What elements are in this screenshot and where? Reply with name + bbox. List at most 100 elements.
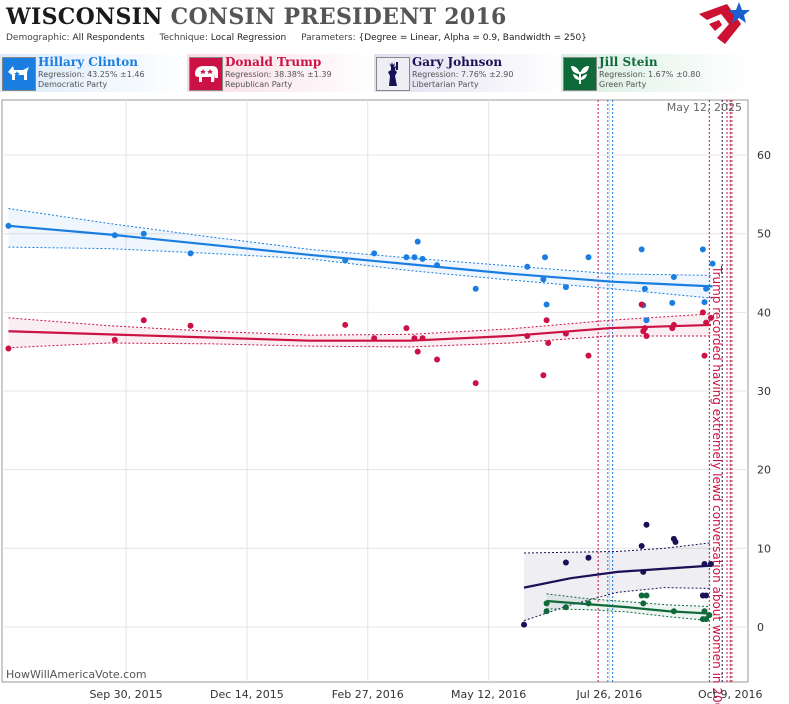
- poll-point: [707, 561, 714, 568]
- x-tick-label: Sep 30, 2015: [89, 688, 162, 701]
- poll-point: [414, 238, 421, 245]
- poll-point: [111, 336, 118, 343]
- poll-point: [187, 250, 194, 257]
- confidence-band: [524, 542, 711, 621]
- poll-point: [371, 335, 378, 342]
- candidate-name: Hillary Clinton: [38, 55, 138, 69]
- liberty-statue-icon: [376, 57, 410, 91]
- poll-point: [585, 600, 592, 607]
- trend-line: [8, 323, 711, 342]
- poll-point: [434, 356, 441, 363]
- candidate-party: Republican Party: [225, 80, 293, 89]
- poll-point: [643, 592, 650, 599]
- event-annotation: Trump recorded having extremely lewd con…: [710, 265, 724, 704]
- poll-point: [703, 319, 710, 326]
- poll-point: [585, 254, 592, 261]
- poll-point: [541, 254, 548, 261]
- poll-point: [562, 284, 569, 291]
- poll-point: [187, 322, 194, 329]
- demographic-value: All Respondents: [72, 33, 145, 43]
- poll-point: [641, 325, 648, 332]
- poll-point: [140, 230, 147, 237]
- page-title: WISCONSIN CONSIN PRESIDENT 2016: [6, 4, 507, 30]
- poll-point: [419, 335, 426, 342]
- trend-line: [8, 224, 713, 288]
- data-points: [5, 222, 716, 628]
- x-tick-label: Dec 14, 2015: [210, 688, 284, 701]
- poll-point: [638, 542, 645, 549]
- poll-point: [669, 299, 676, 306]
- poll-point: [562, 604, 569, 611]
- candidate-legend: Hillary Clinton Regression: 43.25% ±1.46…: [0, 54, 789, 94]
- parameters-line: Demographic: All Respondents Technique: …: [6, 33, 587, 43]
- candidate-party: Democratic Party: [38, 80, 108, 89]
- confidence-upper: [546, 593, 710, 607]
- poll-point: [640, 568, 647, 575]
- title-rest: CONSIN PRESIDENT 2016: [170, 4, 507, 30]
- poll-point: [643, 521, 650, 528]
- candidate-regression: Regression: 7.76% ±2.90: [412, 70, 514, 79]
- poll-point: [543, 301, 550, 308]
- poll-point: [540, 372, 547, 379]
- candidate-card-trump[interactable]: Donald Trump Regression: 38.38% ±1.39 Re…: [187, 54, 375, 92]
- poll-point: [672, 539, 679, 546]
- grid: [2, 100, 748, 682]
- x-tick-label: Jul 26, 2016: [576, 688, 643, 701]
- technique-label: Technique:: [159, 33, 208, 43]
- poll-point: [540, 276, 547, 283]
- y-tick-label: 40: [757, 306, 771, 319]
- confidence-lower: [8, 246, 713, 299]
- poll-point: [699, 246, 706, 253]
- poll-point: [411, 335, 418, 342]
- candidate-regression: Regression: 38.38% ±1.39: [225, 70, 332, 79]
- poll-point: [643, 317, 650, 324]
- candidate-card-stein[interactable]: Jill Stein Regression: 1.67% ±0.80 Green…: [561, 54, 749, 92]
- poll-point: [641, 285, 648, 292]
- candidate-party: Green Party: [599, 80, 647, 89]
- parameters-label: Parameters:: [301, 33, 356, 43]
- candidate-party: Libertarian Party: [412, 80, 479, 89]
- candidate-card-johnson[interactable]: Gary Johnson Regression: 7.76% ±2.90 Lib…: [374, 54, 562, 92]
- candidate-name: Donald Trump: [225, 55, 322, 69]
- poll-point: [414, 348, 421, 355]
- poll-point: [562, 330, 569, 337]
- poll-point: [706, 612, 713, 619]
- poll-point: [670, 608, 677, 615]
- poll-point: [5, 222, 12, 229]
- poll-point: [111, 232, 118, 239]
- poll-point: [545, 340, 552, 347]
- site-logo-icon[interactable]: [697, 0, 751, 50]
- candidate-name: Jill Stein: [599, 55, 658, 69]
- demographic-label: Demographic:: [6, 33, 70, 43]
- y-tick-label: 0: [757, 621, 764, 634]
- poll-point: [543, 608, 550, 615]
- trend-line: [546, 599, 710, 615]
- current-date-label: May 12, 2025: [667, 101, 742, 114]
- event-lines: [597, 100, 733, 682]
- confidence-band: [8, 313, 711, 348]
- watermark: HowWillAmericaVote.com: [6, 668, 147, 681]
- poll-point: [643, 332, 650, 339]
- poll-point: [701, 299, 708, 306]
- confidence-lower: [546, 608, 710, 622]
- poll-point: [670, 321, 677, 328]
- confidence-upper: [524, 542, 712, 554]
- poll-chart: 0 10 20 30 40 50 60 Sep 30, 2015 Dec 14, 2015 Fe…: [1, 99, 771, 704]
- poll-point: [371, 250, 378, 257]
- poll-point: [521, 621, 528, 628]
- poll-point: [638, 301, 645, 308]
- y-tick-label: 20: [757, 464, 771, 477]
- candidate-name: Gary Johnson: [412, 55, 503, 69]
- candidate-card-clinton[interactable]: Hillary Clinton Regression: 43.25% ±1.46…: [0, 54, 188, 92]
- x-tick-label: May 12, 2016: [451, 688, 526, 701]
- confidence-lower: [523, 587, 711, 622]
- poll-point: [638, 592, 645, 599]
- y-tick-label: 60: [757, 149, 771, 162]
- poll-point: [472, 285, 479, 292]
- title-state: WISCONSIN: [6, 4, 163, 30]
- elephant-icon: [189, 57, 223, 91]
- confidence-upper: [8, 313, 711, 336]
- trend-lines: [8, 224, 713, 615]
- donkey-icon: [2, 57, 36, 91]
- header: WISCONSIN CONSIN PRESIDENT 2016 Demograp…: [0, 0, 789, 52]
